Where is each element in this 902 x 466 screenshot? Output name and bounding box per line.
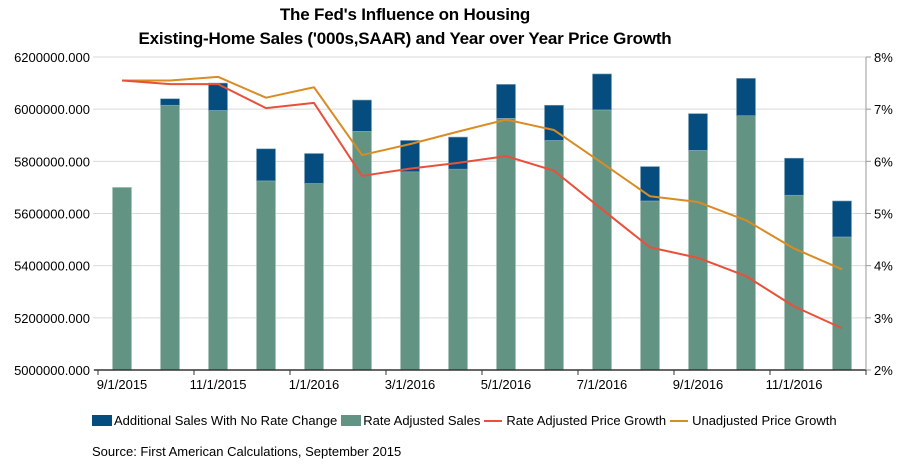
x-tick-label: 9/1/2015 [97, 377, 148, 392]
bar-rate-adjusted-sales [592, 109, 612, 371]
bar-rate-adjusted-sales [208, 110, 228, 371]
y-right-tick-label: 2% [874, 363, 893, 378]
y-right-tick-label: 7% [874, 102, 893, 117]
y-right-tick-label: 4% [874, 259, 893, 274]
y-right-ticks: 2% 3% 4% 5% 6% 7% 8% [874, 50, 893, 378]
bar-additional-sales [592, 73, 612, 111]
legend-swatch-additional-sales [92, 415, 112, 426]
y-left-ticks: 5000000.000 5200000.000 5400000.000 5600000… [14, 50, 90, 378]
bar-rate-adjusted-sales [112, 187, 132, 371]
legend-swatch-rate-adjusted-sales [341, 415, 362, 426]
y-left-tick-label: 5400000.000 [14, 259, 90, 274]
y-left-tick-label: 5000000.000 [14, 363, 90, 378]
axes [94, 57, 867, 375]
bar-rate-adjusted-sales [304, 183, 324, 371]
bar-additional-sales [496, 84, 516, 119]
bar-additional-sales [160, 98, 180, 106]
legend-label: Rate Adjusted Price Growth [506, 413, 667, 428]
bar-rate-adjusted-sales [784, 194, 804, 371]
y-left-tick-label: 5200000.000 [14, 311, 90, 326]
y-left-tick-label: 5800000.000 [14, 154, 90, 169]
legend-label: Unadjusted Price Growth [692, 413, 837, 428]
legend-item-rate-adjusted-price-growth: Rate Adjusted Price Growth [484, 413, 666, 428]
bar-additional-sales [352, 99, 372, 132]
bar-rate-adjusted-sales [832, 236, 852, 371]
bar-rate-adjusted-sales [400, 171, 420, 371]
bar-rate-adjusted-sales [256, 180, 276, 371]
y-right-tick-label: 3% [874, 311, 893, 326]
chart-title: The Fed's Influence on Housing [279, 5, 531, 24]
bar-additional-sales [736, 78, 756, 116]
source-note: Source: First American Calculations, Sep… [92, 444, 402, 459]
lines [121, 75, 843, 330]
legend-swatch-unadjusted-price-growth [670, 419, 689, 422]
legend-swatch-rate-adjusted-price-growth [484, 419, 503, 422]
x-tick-label: 3/1/2016 [385, 377, 436, 392]
bar-additional-sales [784, 157, 804, 196]
bar-additional-sales [448, 136, 468, 170]
chart-plot: 5000000.000 5200000.000 5400000.000 5600000… [14, 50, 893, 392]
bar-additional-sales [304, 153, 324, 184]
bar-additional-sales [688, 113, 708, 151]
x-tick-label: 1/1/2016 [289, 377, 340, 392]
legend-item-rate-adjusted-sales: Rate Adjusted Sales [341, 413, 480, 428]
bar-additional-sales [400, 140, 420, 173]
legend: Additional Sales With No Rate Change Rat… [92, 413, 841, 428]
chart-subtitle: Existing-Home Sales ('000s,SAAR) and Yea… [138, 29, 672, 48]
bar-additional-sales [544, 104, 564, 141]
line-unadjusted-price-growth [122, 75, 843, 271]
x-tick-label: 11/1/2015 [190, 377, 247, 392]
line-rate-adjusted-price-growth [121, 79, 843, 330]
y-left-tick-label: 6000000.000 [14, 102, 90, 117]
legend-label: Additional Sales With No Rate Change [114, 413, 338, 428]
x-tick-label: 9/1/2016 [673, 377, 724, 392]
bar-rate-adjusted-sales [160, 104, 180, 371]
x-tick-label: 5/1/2016 [481, 377, 532, 392]
legend-label: Rate Adjusted Sales [363, 413, 481, 428]
y-right-tick-label: 8% [874, 50, 893, 65]
legend-item-additional-sales: Additional Sales With No Rate Change [92, 413, 337, 428]
bar-additional-sales [256, 148, 276, 182]
bars [112, 73, 852, 371]
x-tick-label: 7/1/2016 [577, 377, 628, 392]
legend-item-unadjusted-price-growth: Unadjusted Price Growth [670, 413, 837, 428]
y-right-tick-label: 6% [874, 154, 893, 169]
bar-rate-adjusted-sales [640, 200, 660, 371]
x-ticks: 9/1/2015 11/1/2015 1/1/2016 3/1/2016 5/1/201… [97, 377, 823, 392]
y-left-tick-label: 6200000.000 [14, 50, 90, 65]
bar-rate-adjusted-sales [448, 168, 468, 371]
x-tick-label: 11/1/2016 [766, 377, 823, 392]
y-left-tick-label: 5600000.000 [14, 207, 90, 222]
bar-additional-sales [208, 82, 228, 111]
bar-rate-adjusted-sales [736, 115, 756, 371]
y-right-tick-label: 5% [874, 207, 893, 222]
bar-additional-sales [832, 200, 852, 238]
